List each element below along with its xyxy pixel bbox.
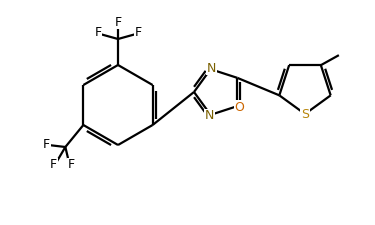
Text: N: N bbox=[207, 62, 216, 75]
Text: O: O bbox=[234, 101, 244, 114]
Text: F: F bbox=[134, 27, 142, 40]
Text: S: S bbox=[301, 108, 309, 122]
Text: F: F bbox=[114, 16, 122, 29]
Text: F: F bbox=[50, 158, 57, 171]
Text: N: N bbox=[205, 109, 214, 122]
Text: F: F bbox=[68, 158, 75, 171]
Text: F: F bbox=[43, 139, 50, 151]
Text: F: F bbox=[94, 27, 102, 40]
